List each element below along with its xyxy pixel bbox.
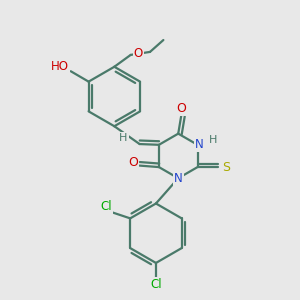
- Text: O: O: [176, 102, 186, 115]
- Text: O: O: [134, 47, 143, 60]
- Text: Cl: Cl: [150, 278, 162, 291]
- Text: HO: HO: [51, 60, 69, 73]
- Text: Cl: Cl: [100, 200, 112, 213]
- Text: H: H: [119, 133, 128, 143]
- Text: N: N: [174, 172, 183, 185]
- Text: H: H: [209, 135, 217, 145]
- Text: S: S: [222, 160, 230, 174]
- Text: O: O: [128, 156, 138, 169]
- Text: N: N: [195, 138, 203, 151]
